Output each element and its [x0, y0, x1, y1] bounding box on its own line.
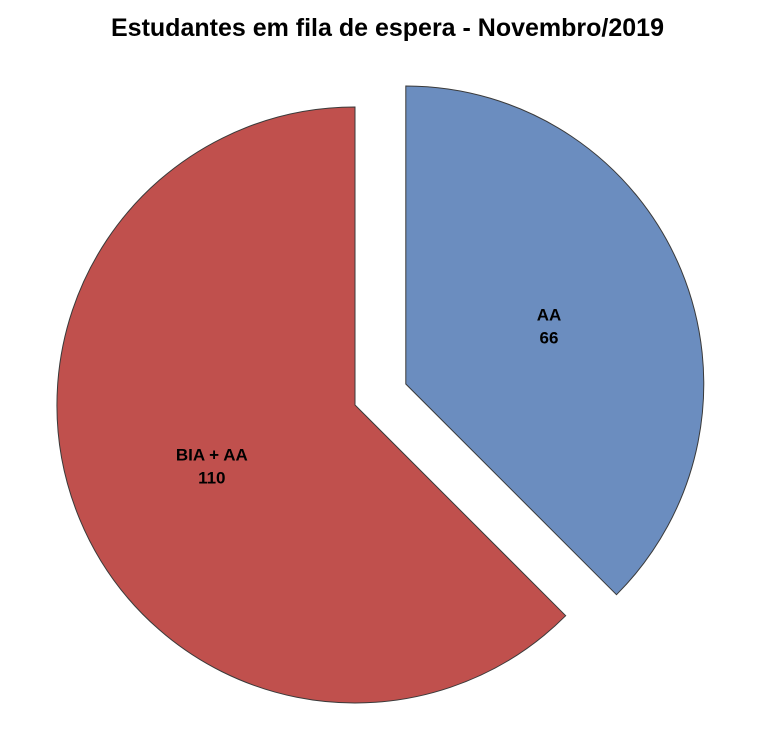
pie-slice-aa — [405, 85, 705, 596]
slice-data-label: BIA + AA 110 — [176, 445, 248, 487]
slice-data-label: AA 66 — [537, 306, 562, 348]
pie-slice-bia-aa — [56, 106, 567, 704]
chart-title: Estudantes em fila de espera - Novembro/… — [111, 14, 664, 42]
